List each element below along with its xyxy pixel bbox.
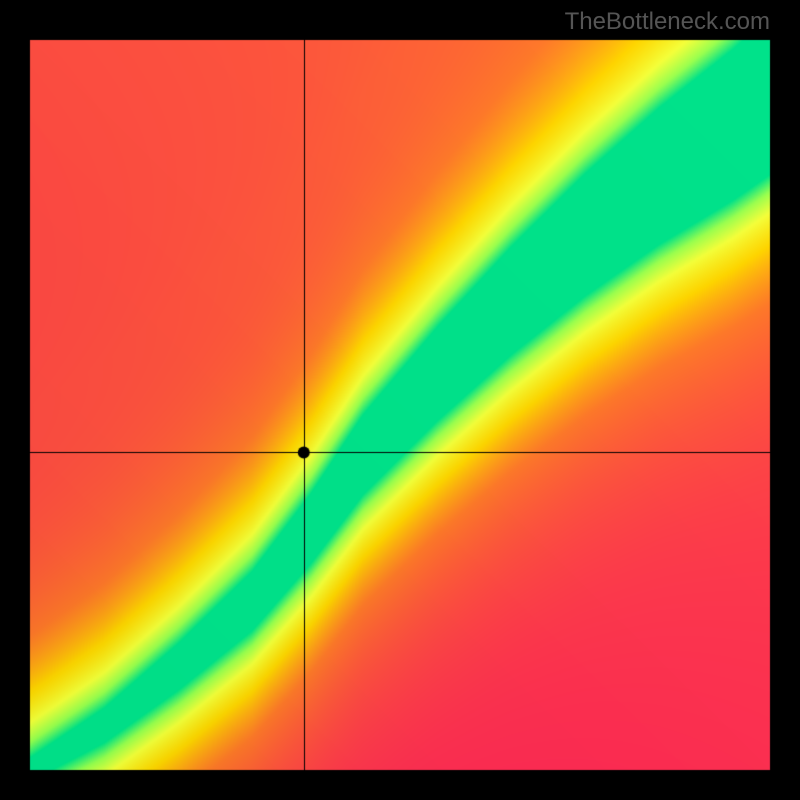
chart-container: TheBottleneck.com [0, 0, 800, 800]
watermark-text: TheBottleneck.com [565, 8, 770, 36]
bottleneck-heatmap [0, 0, 800, 800]
